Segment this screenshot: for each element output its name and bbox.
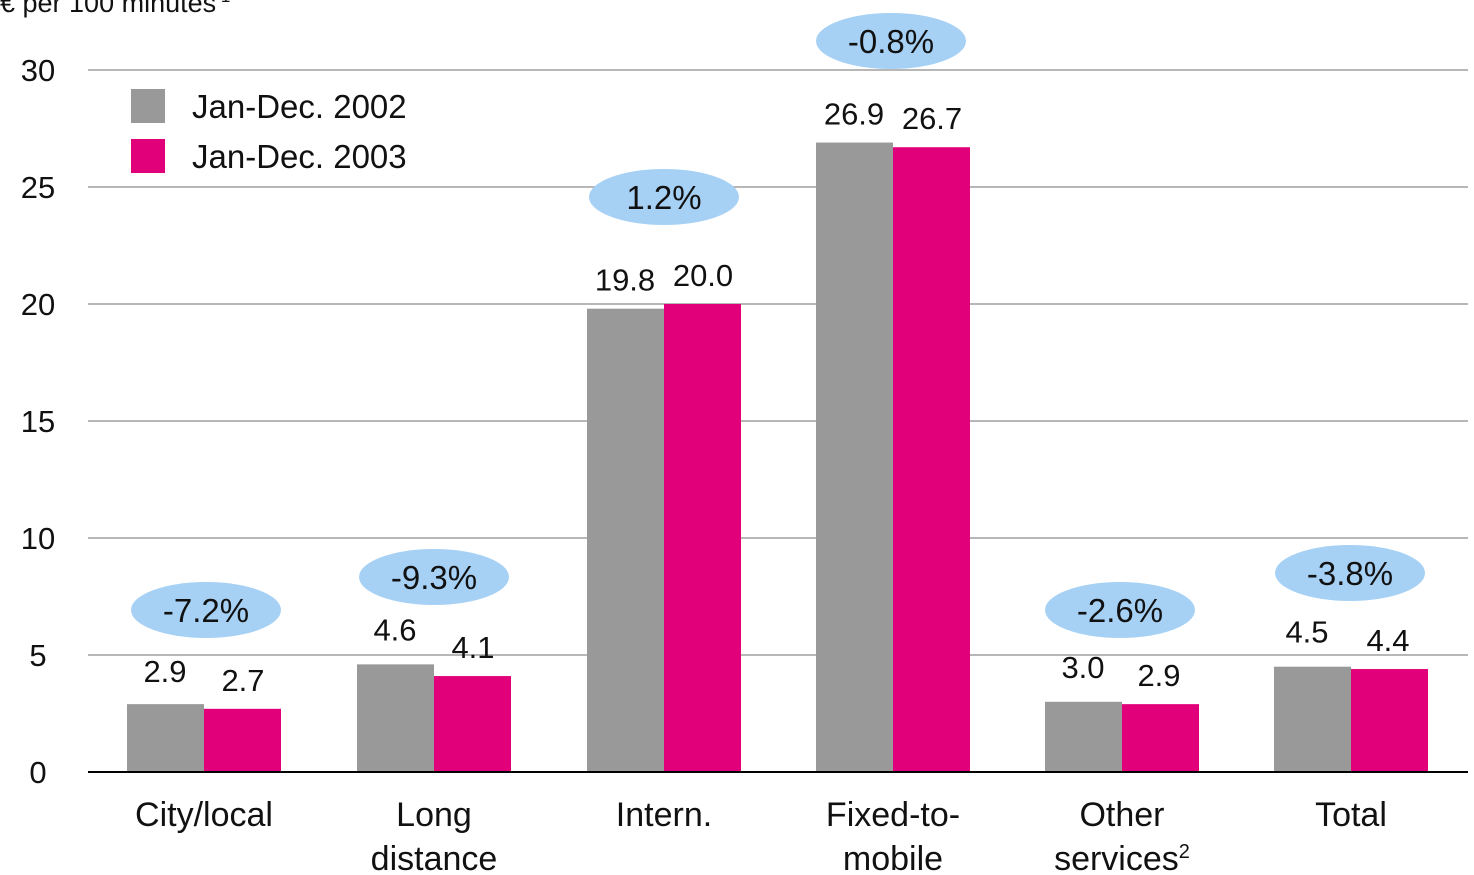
x-tick-label: Long	[396, 796, 472, 834]
data-label-2003: 2.9	[1137, 658, 1180, 693]
y-axis-label: € per 100 minutes 1	[0, 0, 230, 18]
bar-2003	[434, 676, 511, 772]
data-label-2003: 4.1	[451, 630, 494, 665]
x-tick-label: Total	[1315, 796, 1387, 834]
y-tick-label: 15	[21, 404, 55, 439]
bar-2002	[1045, 701, 1122, 772]
change-label: -9.3%	[391, 559, 477, 596]
x-tick-label: mobile	[843, 840, 943, 875]
change-label: -2.6%	[1077, 592, 1163, 629]
y-tick-label: 30	[21, 53, 55, 88]
change-bubble	[359, 549, 509, 605]
y-tick-label: 25	[21, 170, 55, 205]
legend-swatch-2002	[131, 89, 165, 123]
y-tick-label: 5	[29, 638, 46, 673]
change-label: -7.2%	[163, 592, 249, 629]
y-tick-label: 0	[29, 755, 46, 790]
bar-2002	[357, 664, 434, 772]
data-label-2003: 20.0	[673, 258, 733, 293]
change-bubble	[1045, 582, 1195, 638]
bar-2002	[127, 704, 204, 772]
change-bubble	[1275, 545, 1425, 601]
legend-swatch-2003	[131, 139, 165, 173]
data-label-2002: 2.9	[143, 654, 186, 689]
change-label: 1.2%	[626, 179, 701, 216]
y-tick-label: 20	[21, 287, 55, 322]
legend-label-2003: Jan-Dec. 2003	[192, 138, 407, 175]
x-tick-label: Fixed-to-	[826, 796, 960, 834]
change-label: -0.8%	[848, 23, 934, 60]
x-tick-label: distance	[371, 840, 498, 875]
x-tick-label: services2	[1054, 840, 1190, 875]
legend-label-2002: Jan-Dec. 2002	[192, 88, 407, 125]
bar-2003	[893, 147, 970, 773]
change-label: -3.8%	[1307, 555, 1393, 592]
y-tick-label: 10	[21, 521, 55, 556]
change-bubble	[589, 169, 739, 225]
bar-2003	[1351, 669, 1428, 772]
bar-2002	[816, 142, 893, 773]
data-label-2003: 26.7	[902, 101, 962, 136]
data-label-2002: 4.5	[1285, 615, 1328, 650]
x-tick-label: City/local	[135, 796, 273, 834]
bar-2003	[664, 304, 741, 772]
data-label-2002: 3.0	[1061, 650, 1104, 685]
data-label-2003: 2.7	[221, 663, 264, 698]
data-label-2002: 19.8	[595, 263, 655, 298]
bar-2002	[1274, 666, 1351, 772]
change-bubble	[816, 13, 966, 69]
bar-2003	[1122, 704, 1199, 772]
data-label-2002: 26.9	[824, 97, 884, 132]
data-label-2003: 4.4	[1366, 623, 1409, 658]
change-bubble	[131, 582, 281, 638]
x-tick-label: Intern.	[616, 796, 712, 834]
data-label-2002: 4.6	[373, 612, 416, 647]
bar-2003	[204, 708, 281, 772]
x-tick-label: Other	[1079, 796, 1164, 834]
bar-2002	[587, 308, 664, 772]
